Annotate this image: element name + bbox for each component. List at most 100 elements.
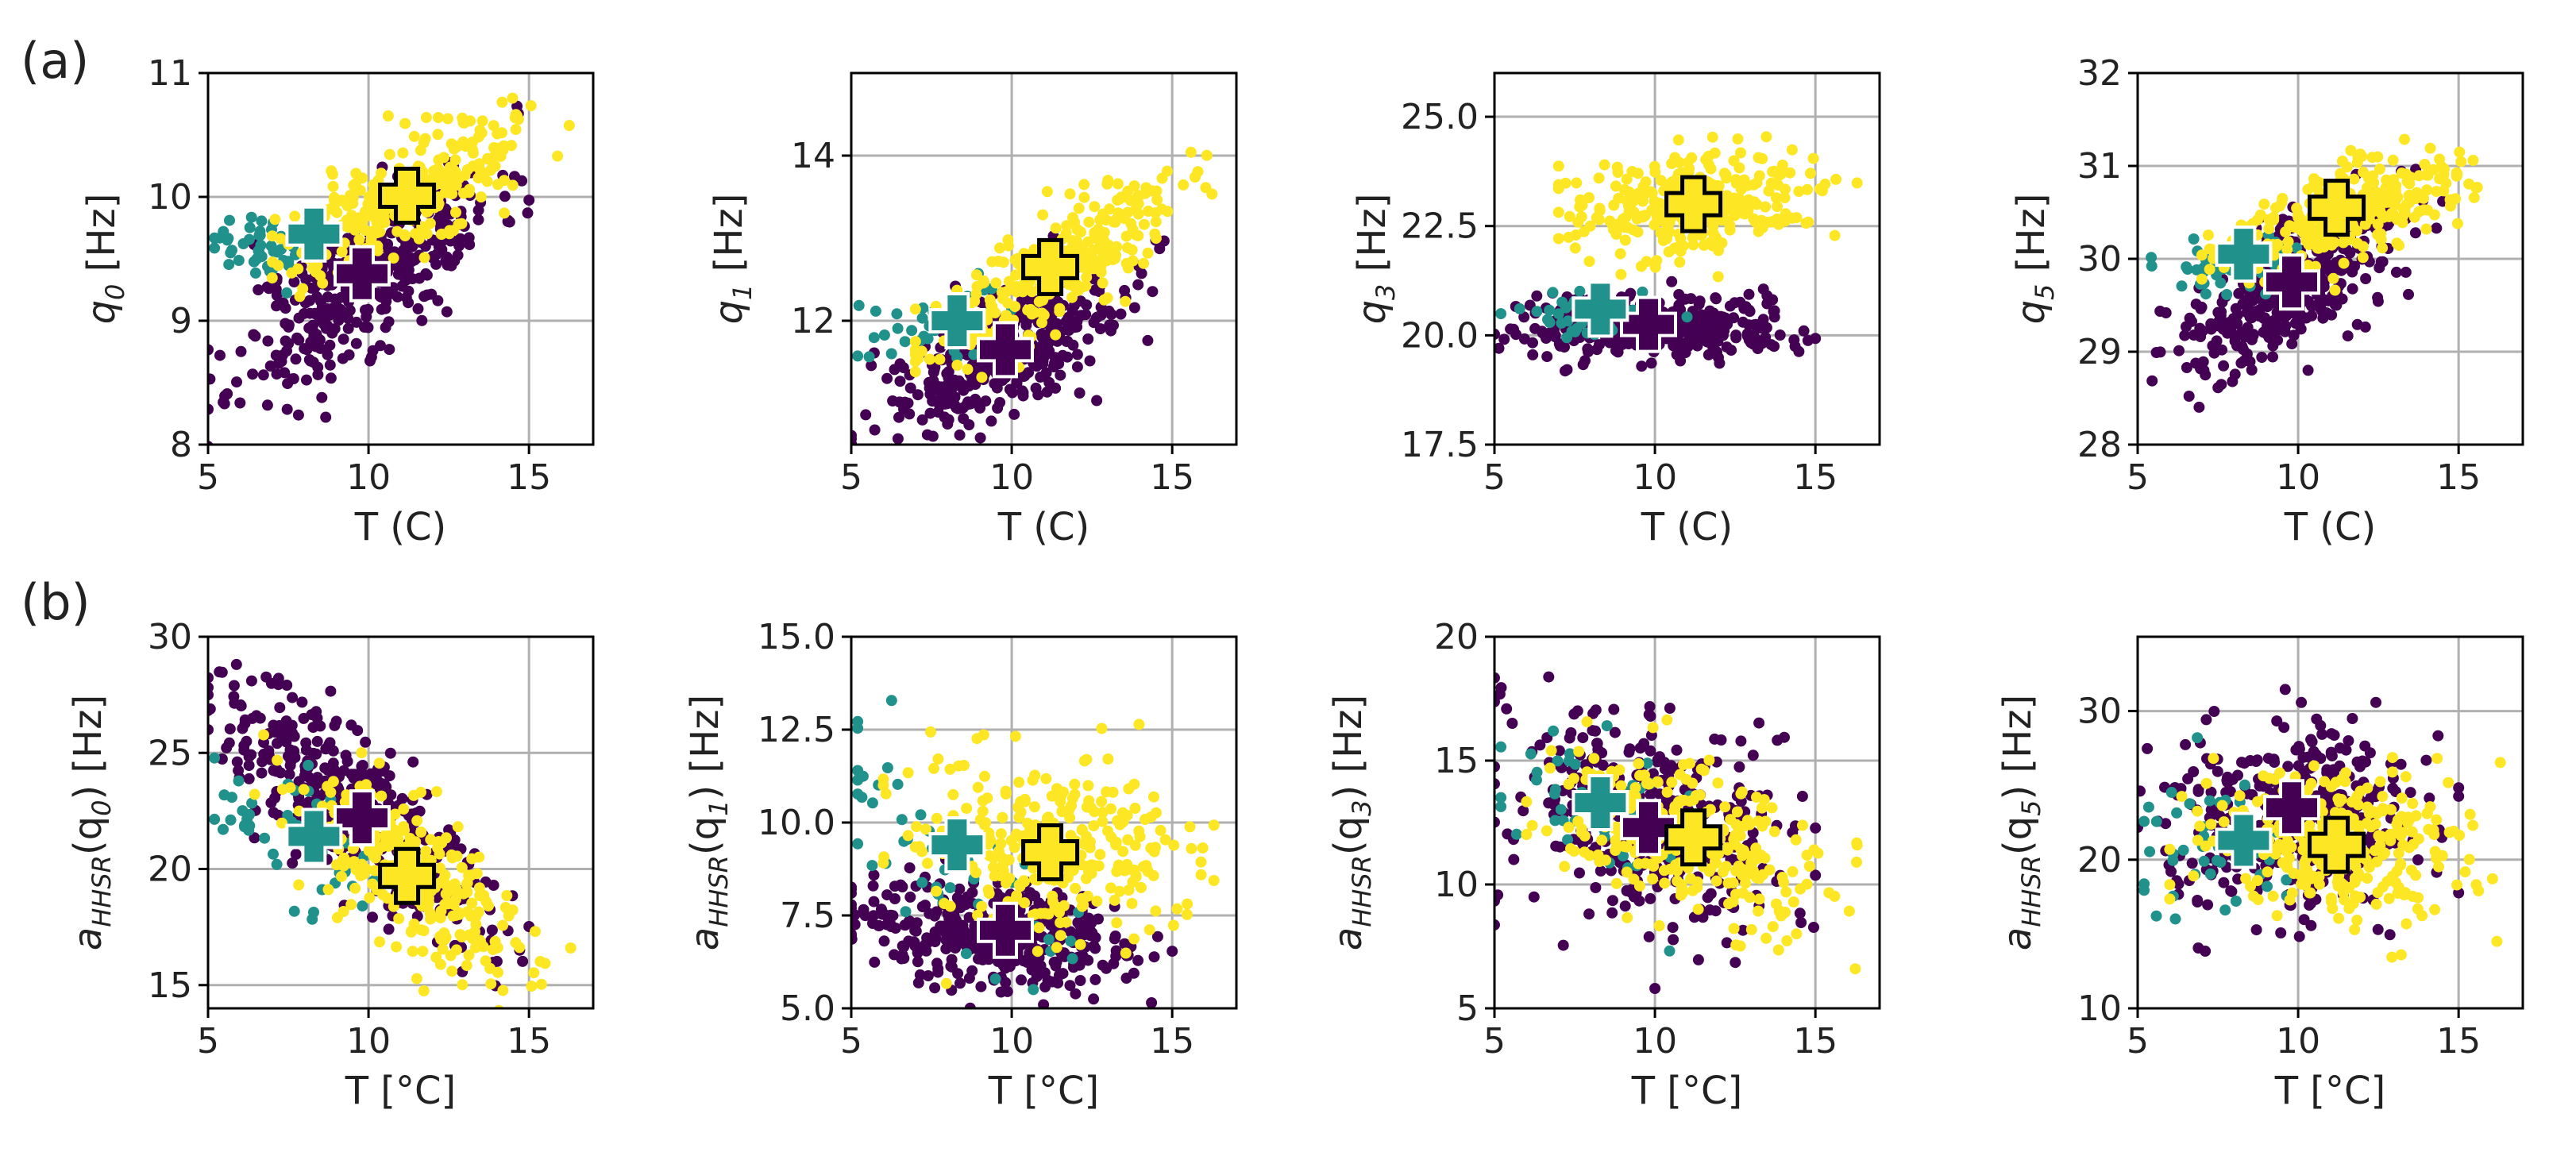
point-cluster-yellow (1146, 185, 1158, 197)
point-cluster-purple (319, 762, 331, 774)
point-cluster-purple (344, 304, 356, 316)
point-cluster-yellow (1624, 197, 1636, 208)
point-cluster-purple (1636, 360, 1648, 372)
point-cluster-yellow (1766, 802, 1778, 814)
point-cluster-purple (1088, 940, 1100, 952)
point-cluster-yellow (1573, 746, 1585, 757)
point-cluster-purple (283, 319, 295, 331)
point-cluster-yellow (1063, 803, 1075, 815)
point-cluster-yellow (565, 942, 577, 954)
point-cluster-purple (422, 289, 433, 301)
point-cluster-yellow (1593, 172, 1605, 184)
point-cluster-yellow (1677, 240, 1689, 252)
point-cluster-purple (1675, 304, 1687, 316)
point-cluster-purple (2305, 300, 2317, 312)
point-cluster-purple (2390, 266, 2402, 278)
point-cluster-yellow (1078, 191, 1090, 203)
point-cluster-yellow (467, 160, 479, 172)
point-cluster-purple (293, 334, 305, 346)
point-cluster-yellow (496, 96, 508, 108)
point-cluster-teal (1552, 755, 1564, 767)
x-tick-label: 5 (840, 1021, 862, 1062)
point-cluster-yellow (294, 291, 306, 302)
point-cluster-yellow (1767, 166, 1779, 178)
point-cluster-purple (2207, 340, 2219, 352)
point-cluster-purple (924, 407, 936, 419)
point-cluster-purple (1726, 345, 1737, 356)
point-cluster-yellow (2428, 209, 2440, 221)
point-cluster-purple (2238, 344, 2249, 356)
point-cluster-purple (889, 923, 901, 934)
point-cluster-yellow (463, 185, 474, 197)
point-cluster-purple (851, 888, 857, 900)
point-cluster-purple (2218, 360, 2230, 372)
point-cluster-yellow (2366, 152, 2378, 164)
point-cluster-purple (1643, 931, 1655, 942)
point-cluster-yellow (1126, 898, 1138, 909)
point-cluster-teal (1562, 315, 1574, 327)
point-cluster-yellow (1029, 908, 1041, 920)
point-cluster-yellow (450, 883, 462, 895)
point-cluster-purple (966, 965, 978, 977)
point-cluster-yellow (911, 821, 923, 833)
point-cluster-yellow (1621, 173, 1633, 185)
point-cluster-purple (2259, 312, 2270, 324)
point-cluster-yellow (477, 941, 489, 953)
point-cluster-yellow (995, 838, 1007, 850)
point-cluster-purple (269, 792, 281, 803)
point-cluster-purple (1017, 390, 1029, 402)
point-cluster-purple (955, 380, 967, 391)
point-cluster-purple (1683, 335, 1694, 347)
point-cluster-teal (357, 900, 368, 912)
point-cluster-purple (1132, 279, 1144, 291)
point-cluster-yellow (1098, 234, 1110, 246)
point-cluster-yellow (1716, 237, 1728, 249)
point-cluster-purple (287, 373, 299, 385)
centroid-purple (977, 901, 1034, 959)
point-cluster-teal (1549, 815, 1561, 827)
point-cluster-teal (1547, 287, 1559, 299)
point-cluster-teal (968, 349, 980, 360)
point-cluster-purple (1108, 319, 1119, 331)
point-cluster-yellow (1121, 858, 1133, 870)
point-cluster-purple (1748, 319, 1760, 331)
point-cluster-purple (1091, 311, 1103, 323)
point-cluster-yellow (1776, 160, 1788, 171)
point-cluster-yellow (2383, 196, 2395, 208)
point-cluster-yellow (958, 760, 970, 771)
point-cluster-purple (2321, 258, 2333, 270)
centroid-yellow (378, 166, 437, 225)
point-cluster-yellow (1002, 234, 1014, 246)
point-cluster-yellow (1793, 186, 1805, 198)
point-cluster-yellow (922, 857, 933, 869)
point-cluster-purple (333, 314, 345, 326)
point-cluster-purple (329, 293, 341, 305)
point-cluster-purple (887, 395, 899, 407)
point-cluster-purple (1808, 922, 1819, 933)
point-cluster-purple (245, 675, 257, 687)
point-cluster-yellow (2358, 166, 2370, 178)
point-cluster-yellow (2270, 241, 2282, 252)
point-cluster-yellow (1583, 192, 1595, 203)
point-cluster-yellow (1069, 281, 1081, 293)
point-cluster-purple (2154, 306, 2166, 317)
point-cluster-yellow (399, 229, 411, 241)
point-cluster-yellow (1190, 171, 1201, 183)
point-cluster-yellow (1704, 237, 1716, 249)
point-cluster-yellow (463, 950, 475, 961)
point-cluster-purple (432, 295, 444, 306)
point-cluster-purple (396, 792, 408, 804)
point-cluster-purple (1674, 339, 1686, 351)
point-cluster-yellow (877, 773, 889, 785)
point-cluster-purple (256, 756, 268, 768)
x-axis-label: T (C) (354, 505, 447, 549)
point-cluster-yellow (463, 869, 475, 881)
point-cluster-purple (2409, 227, 2421, 239)
point-cluster-yellow (1780, 208, 1791, 220)
row-label-b: (b) (21, 573, 91, 631)
point-cluster-yellow (2401, 198, 2412, 210)
point-cluster-purple (488, 880, 499, 891)
point-cluster-purple (876, 906, 888, 918)
point-cluster-purple (300, 274, 312, 285)
point-cluster-purple (1666, 276, 1678, 287)
